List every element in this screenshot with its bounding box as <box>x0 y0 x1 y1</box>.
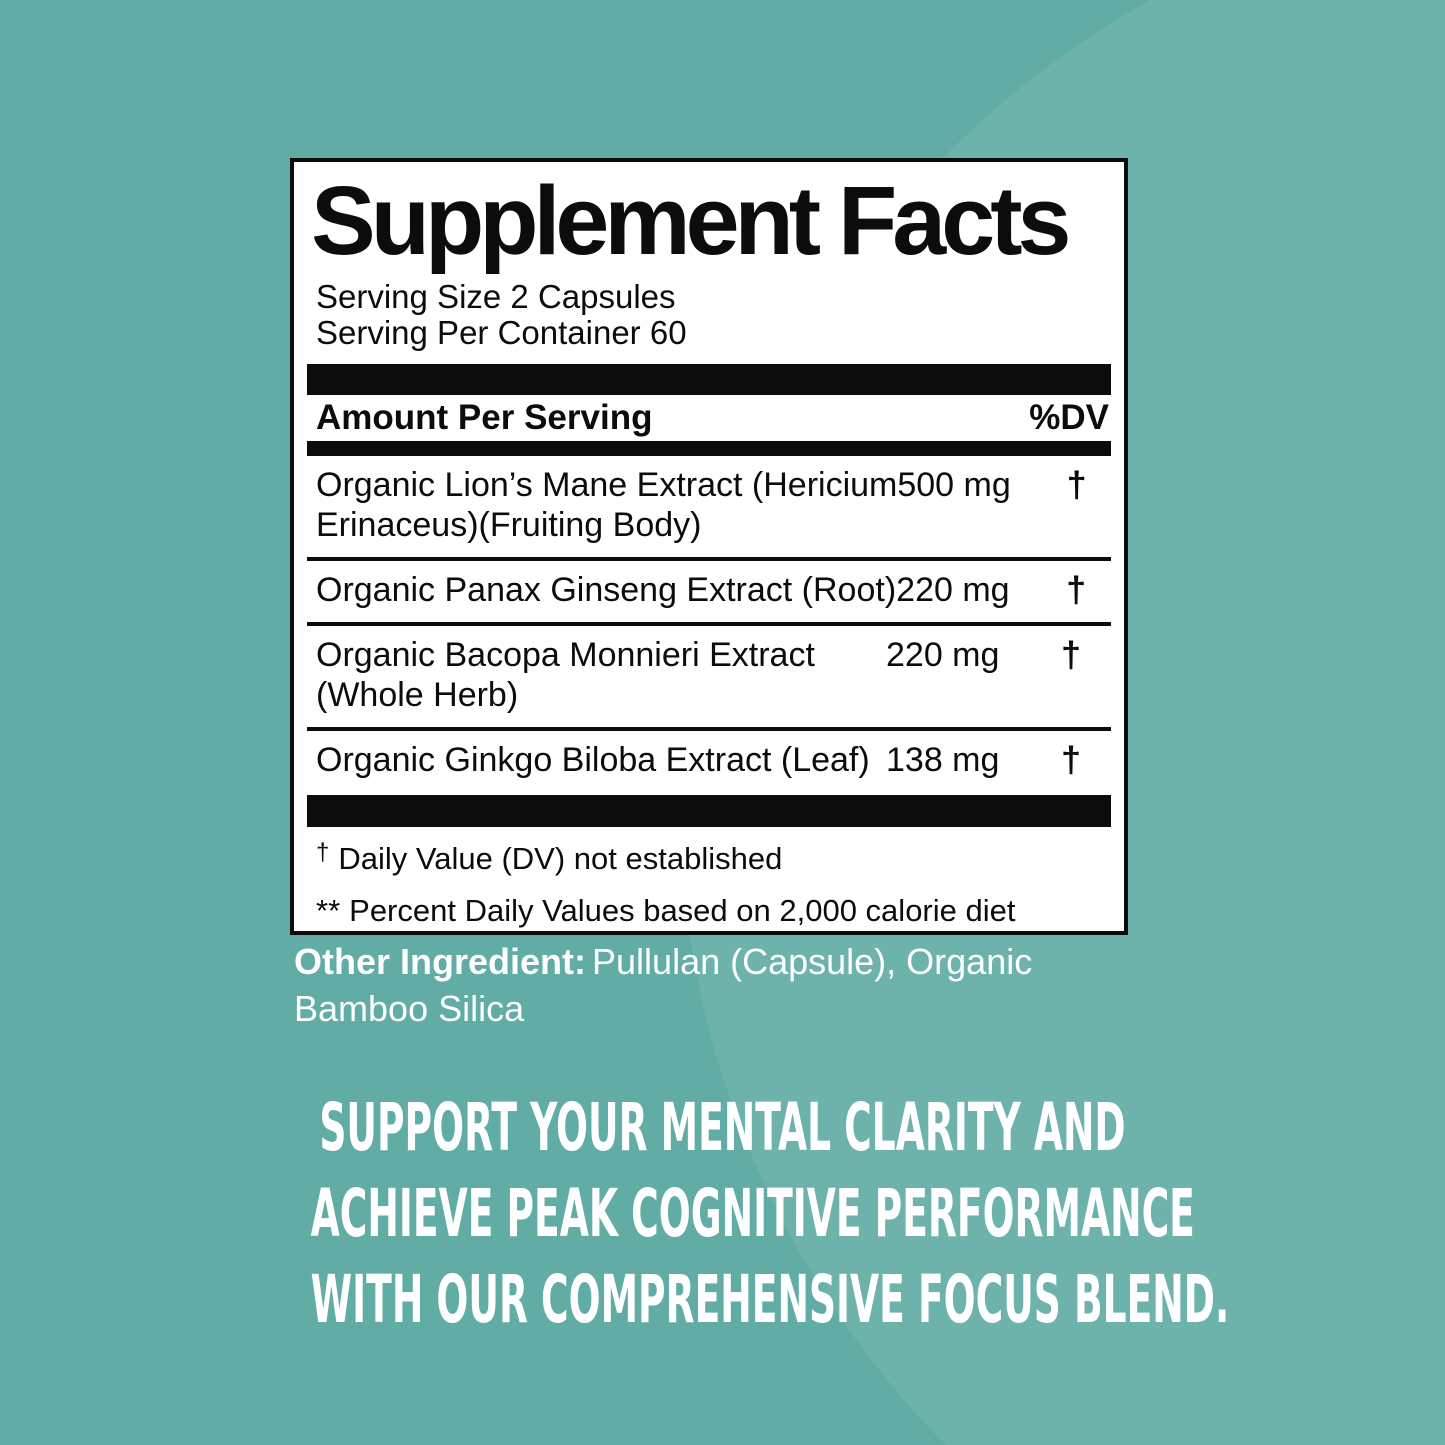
footnote-dv-text: Daily Value (DV) not established <box>338 841 783 876</box>
ingredient-name: Organic Ginkgo Biloba Extract (Leaf) <box>316 741 870 779</box>
asterisk-marker: ** <box>316 893 341 928</box>
servings-per-container: Serving Per Container 60 <box>316 314 687 351</box>
headline-line-2: ACHIEVE PEAK COGNITIVE PERFORMANCE <box>310 1175 1195 1252</box>
table-row: Organic Panax Ginseng Extract (Root) 220… <box>307 561 1111 626</box>
supplement-facts-title: Supplement Facts <box>311 166 1071 275</box>
table-row: Organic Lion’s Mane Extract (Hericium Er… <box>307 456 1111 561</box>
other-ingredients-value: Pullulan (Capsule), Organic Bamboo Silic… <box>294 941 1033 1029</box>
ingredient-dv-dagger: † <box>1060 739 1082 780</box>
divider-bar-top <box>307 364 1111 395</box>
ingredient-name: Organic Panax Ginseng Extract (Root) <box>316 571 897 609</box>
other-ingredients-label: Other Ingredient: <box>294 941 587 982</box>
footnote-percent: ** Percent Daily Values based on 2,000 ca… <box>316 893 1109 928</box>
divider-bar-header <box>307 441 1111 456</box>
table-row: Organic Ginkgo Biloba Extract (Leaf) 138… <box>307 731 1111 792</box>
footnote-percent-text: Percent Daily Values based on 2,000 calo… <box>349 893 1016 928</box>
ingredient-amount: 138 mg <box>886 741 1000 779</box>
ingredient-amount: 220 mg <box>896 571 1010 609</box>
serving-size: Serving Size 2 Capsules <box>316 278 676 315</box>
amount-per-serving-label: Amount Per Serving <box>316 398 653 437</box>
ingredient-dv-dagger: † <box>1066 464 1087 505</box>
other-ingredients: Other Ingredient: Pullulan (Capsule), Org… <box>294 938 1094 1032</box>
ingredient-dv-dagger: † <box>1066 569 1087 610</box>
marketing-headline: SUPPORT YOUR MENTAL CLARITY AND ACHIEVE … <box>0 1085 1445 1343</box>
percent-dv-label: %DV <box>1029 398 1109 437</box>
table-header-row: Amount Per Serving %DV <box>316 395 1109 440</box>
table-row: Organic Bacopa Monnieri Extract (Whole H… <box>307 626 1111 731</box>
ingredient-name: Organic Bacopa Monnieri Extract (Whole H… <box>316 636 815 714</box>
ingredient-amount: 500 mg <box>897 466 1011 504</box>
footnote-dv: † Daily Value (DV) not established <box>316 839 1109 879</box>
supplement-facts-panel: Supplement Facts Serving Size 2 Capsules… <box>290 158 1128 935</box>
dagger-marker: † <box>316 839 330 866</box>
headline-line-3: WITH OUR COMPREHENSIVE FOCUS BLEND. <box>310 1261 1230 1338</box>
ingredient-name: Organic Lion’s Mane Extract (Hericium Er… <box>316 466 898 544</box>
serving-info: Serving Size 2 Capsules Serving Per Cont… <box>316 279 1105 351</box>
ingredient-amount: 220 mg <box>886 636 1000 674</box>
ingredient-dv-dagger: † <box>1060 634 1082 675</box>
headline-line-1: SUPPORT YOUR MENTAL CLARITY AND <box>319 1089 1126 1166</box>
divider-bar-bottom <box>307 795 1111 827</box>
